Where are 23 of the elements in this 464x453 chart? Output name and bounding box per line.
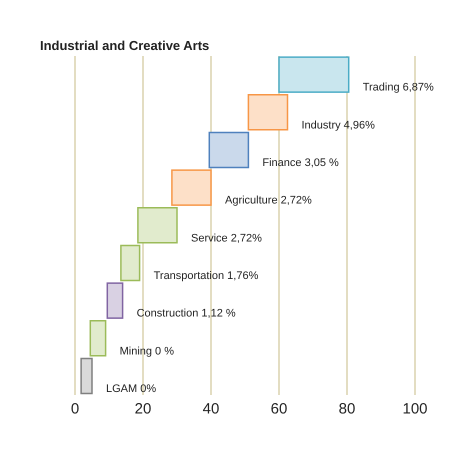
x-tick-label: 100 — [402, 400, 428, 418]
y-tick-label: Trading 6,87% — [362, 82, 434, 94]
y-tick-label: Mining 0 % — [120, 345, 174, 358]
bar — [171, 169, 212, 206]
bar — [248, 94, 288, 131]
y-tick-label: Service 2,72% — [191, 232, 262, 244]
bar — [90, 320, 106, 357]
x-tick-label: 0 — [70, 400, 80, 418]
y-tick-label: Finance 3,05 % — [262, 156, 340, 169]
chart-title: Industrial and Creative Arts — [40, 38, 210, 53]
x-tick-label: 20 — [134, 400, 152, 418]
y-tick-label: Industry 4,96% — [302, 119, 376, 132]
y-tick-label: LGAM 0% — [106, 382, 156, 395]
x-tick-label: 60 — [270, 400, 288, 418]
bar — [80, 358, 93, 394]
bar — [208, 132, 250, 168]
bar — [106, 282, 124, 319]
y-tick-label: Agriculture 2,72% — [225, 194, 312, 207]
y-tick-label: Transportation 1,76% — [154, 270, 259, 282]
x-tick-label: 80 — [338, 400, 356, 418]
x-tick-label: 40 — [202, 400, 220, 418]
bar — [278, 56, 350, 93]
y-tick-label: Construction 1,12 % — [136, 308, 236, 320]
